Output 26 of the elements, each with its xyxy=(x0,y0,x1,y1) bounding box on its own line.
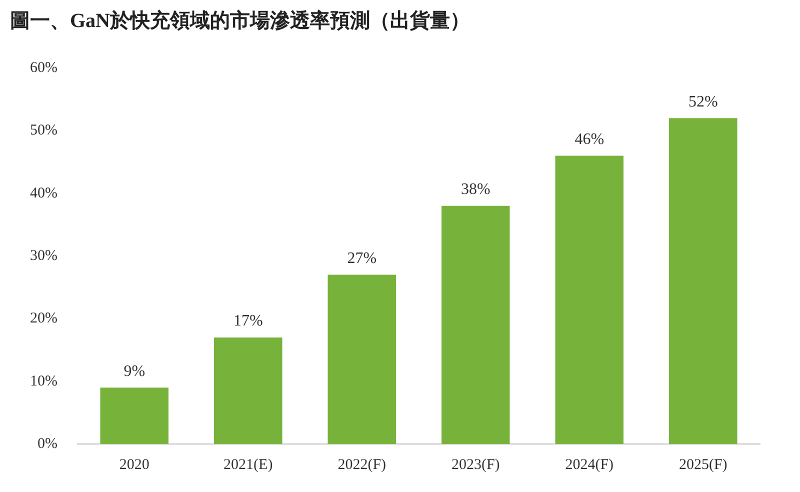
data-label: 38% xyxy=(460,181,490,198)
bar xyxy=(100,388,168,444)
data-label: 9% xyxy=(124,362,146,380)
x-tick-label: 2024(F) xyxy=(565,456,614,473)
x-tick-label: 2023(F) xyxy=(451,456,500,473)
x-tick-label: 2020 xyxy=(119,456,150,473)
y-tick-label: 10% xyxy=(30,373,58,390)
data-label: 52% xyxy=(688,93,718,110)
y-tick-label: 40% xyxy=(30,185,58,202)
x-tick-label: 2022(F) xyxy=(338,456,386,473)
bar xyxy=(214,337,282,444)
data-label: 27% xyxy=(347,250,377,268)
data-label: 46% xyxy=(574,130,604,148)
bar xyxy=(669,118,738,444)
y-tick-label: 50% xyxy=(30,122,58,139)
bar xyxy=(328,274,396,444)
bar xyxy=(442,206,510,444)
y-tick-label: 30% xyxy=(30,248,58,264)
y-tick-label: 60% xyxy=(30,60,58,76)
chart-title: 圖一、GaN於快充領域的市場滲透率預測（出貨量） xyxy=(10,9,470,32)
data-label: 17% xyxy=(233,312,263,330)
y-tick-label: 0% xyxy=(37,436,58,452)
x-tick-label: 2025(F) xyxy=(678,456,728,473)
bar xyxy=(555,156,624,444)
y-tick-label: 20% xyxy=(30,310,58,327)
x-tick-label: 2021(E) xyxy=(224,456,273,473)
